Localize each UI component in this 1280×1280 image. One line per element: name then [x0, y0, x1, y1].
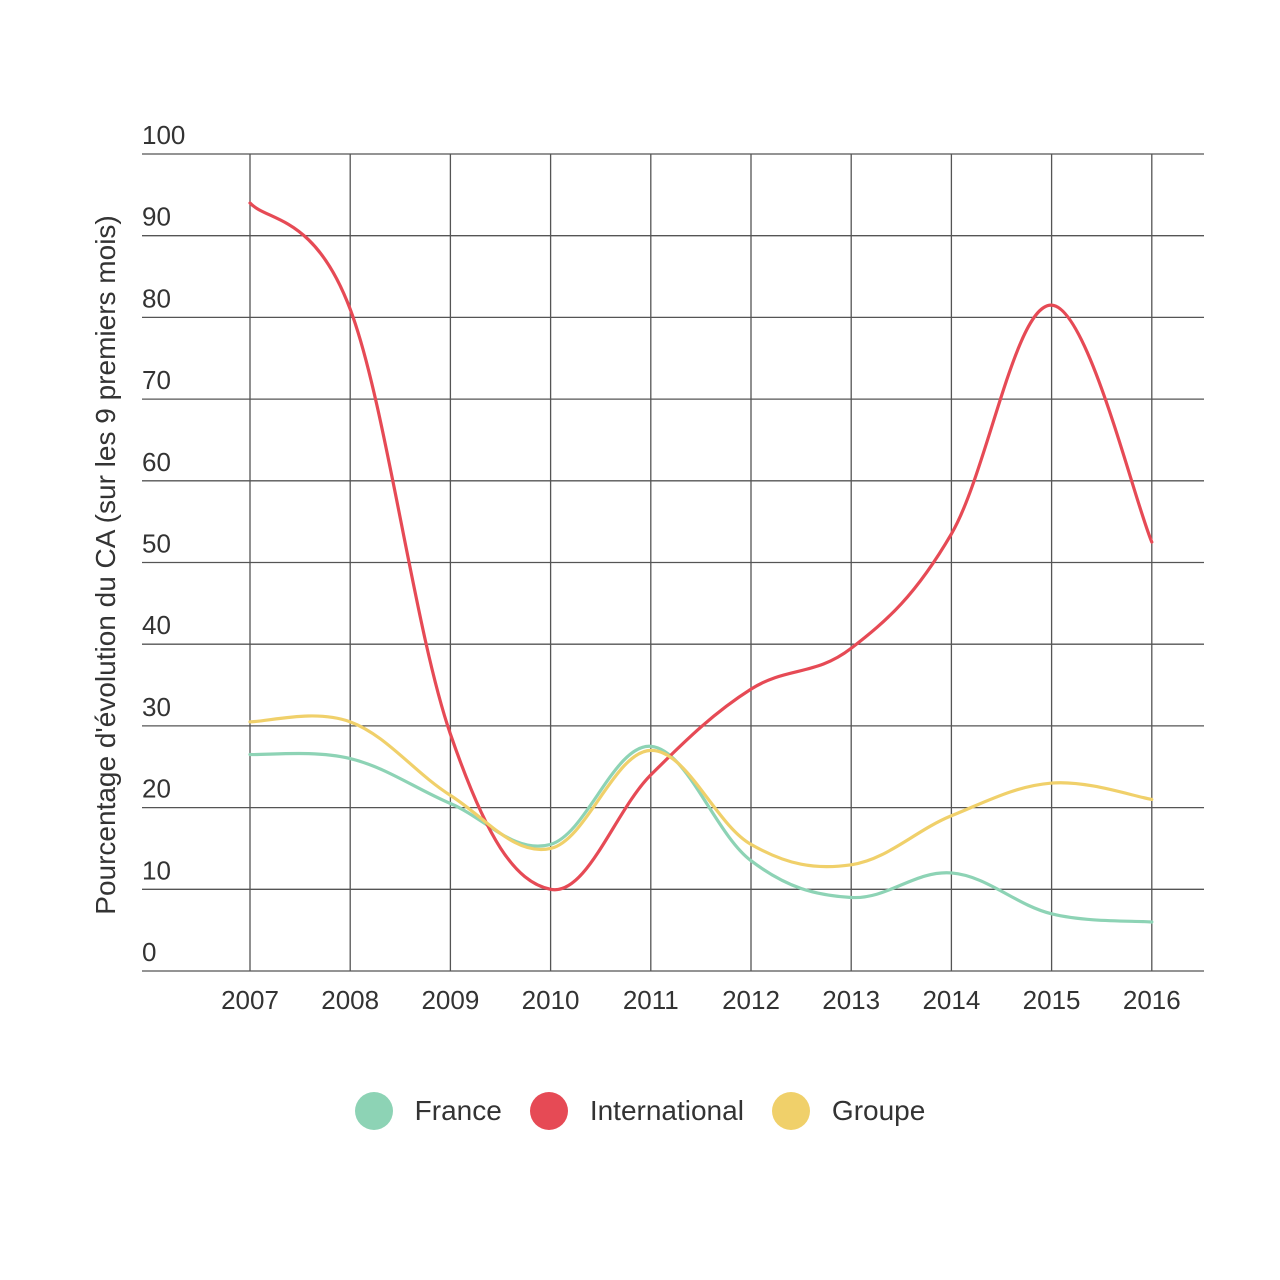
y-tick-label: 30: [142, 692, 171, 722]
grid: [142, 153, 1204, 972]
y-tick-label: 90: [142, 202, 171, 232]
y-tick-label: 20: [142, 774, 171, 804]
y-tick-label: 0: [142, 937, 156, 967]
y-tick-label: 60: [142, 447, 171, 477]
x-axis-ticks: 2007 2008 2009 2010 2011 2012 2013 2014 2015 2016: [221, 985, 1181, 1015]
legend: France International Groupe: [0, 1092, 1280, 1130]
y-axis-ticks: 0 10 20 30 40 50 60 70 80 90 100: [142, 120, 185, 967]
x-tick-label: 2015: [1023, 985, 1081, 1015]
legend-item-international: International: [529, 1092, 744, 1130]
y-tick-label: 50: [142, 529, 171, 559]
y-tick-label: 100: [142, 120, 185, 150]
y-tick-label: 80: [142, 283, 171, 313]
y-axis-title: Pourcentage d'évolution du CA (sur les 9…: [90, 215, 121, 914]
x-tick-label: 2010: [522, 985, 580, 1015]
y-tick-label: 40: [142, 610, 171, 640]
series-line-groupe: [248, 714, 1154, 869]
series-line-france: [248, 744, 1154, 924]
x-tick-label: 2016: [1123, 985, 1181, 1015]
legend-item-france: France: [354, 1092, 502, 1130]
legend-swatch-international: [529, 1092, 568, 1130]
legend-label: France: [414, 1095, 502, 1126]
series-lines: [248, 201, 1154, 924]
y-tick-label: 70: [142, 365, 171, 395]
x-tick-label: 2012: [722, 985, 780, 1015]
x-tick-label: 2007: [221, 985, 279, 1015]
y-tick-label: 10: [142, 855, 171, 885]
x-tick-label: 2009: [421, 985, 479, 1015]
legend-label: International: [589, 1095, 744, 1126]
x-tick-label: 2014: [922, 985, 980, 1015]
legend-swatch-groupe: [771, 1092, 810, 1130]
legend-label: Groupe: [831, 1095, 926, 1126]
legend-swatch-france: [354, 1092, 393, 1130]
series-line-international: [248, 201, 1154, 892]
legend-item-groupe: Groupe: [771, 1092, 926, 1130]
x-tick-label: 2013: [822, 985, 880, 1015]
x-tick-label: 2008: [321, 985, 379, 1015]
x-tick-label: 2011: [623, 985, 679, 1015]
